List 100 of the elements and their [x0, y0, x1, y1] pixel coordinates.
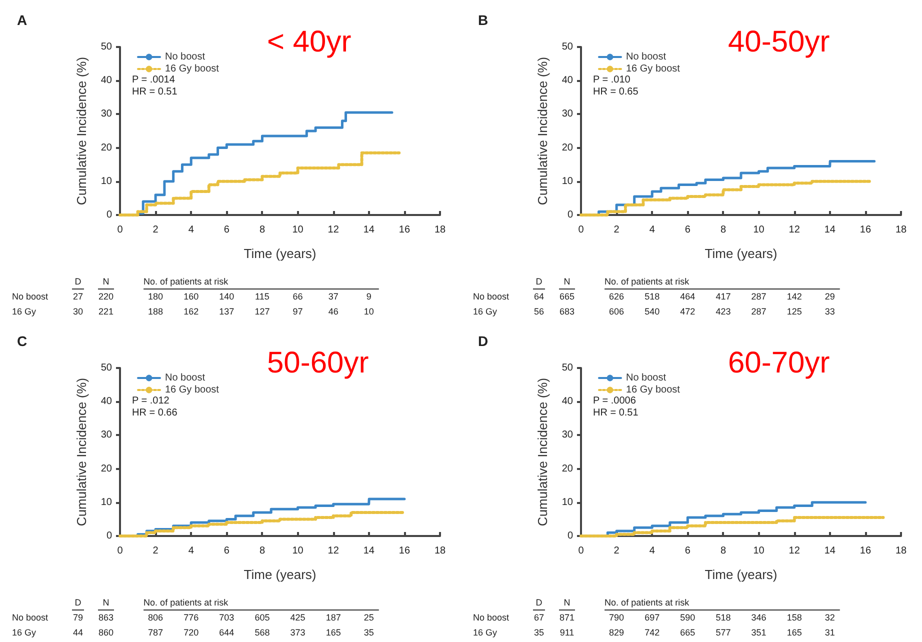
- text: 590: [680, 612, 696, 622]
- x-tick-label: 2: [152, 224, 159, 236]
- text: 863: [98, 612, 114, 622]
- text: 160: [184, 292, 199, 302]
- text: 720: [184, 628, 199, 638]
- text: 140: [219, 292, 234, 302]
- text: 37: [328, 292, 338, 302]
- text: No boost: [473, 292, 510, 302]
- chart-title: B: [478, 12, 488, 28]
- x-axis-title: Time (years): [244, 246, 316, 261]
- text: 605: [254, 612, 270, 622]
- text: 97: [292, 306, 303, 316]
- text: 35: [534, 628, 544, 638]
- x-tick-label: 18: [895, 546, 907, 556]
- text: 30: [72, 306, 84, 316]
- x-axis-title: Time (years): [704, 246, 778, 261]
- text: 346: [751, 612, 766, 622]
- x-tick-label: 0: [578, 546, 584, 556]
- x-axis-title: Time (years): [244, 567, 316, 582]
- chart-title: C: [17, 333, 28, 349]
- y-tick-label: 30: [100, 108, 112, 120]
- annotation: HR = 0.51: [593, 408, 639, 418]
- text: N: [102, 276, 110, 286]
- x-tick-label: 18: [434, 546, 446, 556]
- x-tick-label: 4: [188, 546, 194, 556]
- text: 790: [609, 612, 624, 622]
- annotation: P = .010: [593, 74, 631, 86]
- x-tick-label: 16: [860, 224, 872, 236]
- chart-subtitle: 50-60yr: [267, 346, 369, 380]
- x-tick-label: 10: [753, 546, 765, 556]
- x-tick-label: 12: [328, 224, 340, 236]
- y-tick-label: 50: [100, 42, 112, 52]
- x-tick-label: 2: [614, 224, 620, 236]
- text: 220: [98, 292, 114, 302]
- text: 162: [184, 306, 199, 316]
- text: 665: [680, 628, 696, 638]
- text: 423: [716, 306, 731, 316]
- legend-label: 16 Gy boost: [165, 384, 220, 396]
- text: 16 Gy: [473, 628, 498, 638]
- y-tick-label: 40: [562, 396, 574, 408]
- text: No. of patients at risk: [144, 598, 229, 608]
- text: 626: [609, 292, 624, 302]
- text: 703: [219, 612, 234, 622]
- text: 158: [786, 612, 802, 622]
- x-tick-label: 8: [259, 546, 266, 556]
- text: 287: [751, 306, 766, 316]
- x-tick-label: 14: [824, 224, 836, 236]
- x-tick-label: 0: [117, 546, 124, 556]
- x-tick-label: 6: [684, 546, 691, 556]
- text: 665: [559, 292, 575, 302]
- text: 46: [328, 306, 338, 316]
- text: 165: [786, 628, 802, 638]
- x-tick-label: 8: [720, 224, 726, 236]
- x-tick-label: 12: [788, 224, 800, 236]
- y-tick-label: 30: [100, 430, 112, 441]
- text: 10: [364, 306, 374, 316]
- annotation: P = .0014: [132, 74, 176, 86]
- text: 142: [786, 292, 802, 302]
- x-tick-label: 10: [292, 546, 304, 556]
- x-tick-label: 6: [224, 224, 230, 236]
- y-axis-title: Cumulative Incidence (%): [535, 56, 550, 206]
- text: 860: [98, 628, 114, 638]
- text: 16 Gy: [12, 628, 37, 638]
- text: 16 Gy: [12, 306, 37, 316]
- text: N: [102, 598, 110, 608]
- text: 67: [534, 612, 544, 622]
- chart-subtitle: 60-70yr: [728, 346, 830, 380]
- x-tick-label: 6: [684, 224, 691, 236]
- x-tick-label: 12: [788, 546, 800, 556]
- x-tick-label: 2: [152, 546, 159, 556]
- text: 644: [219, 628, 234, 638]
- y-tick-label: 50: [100, 362, 112, 374]
- legend-label: No boost: [626, 372, 666, 384]
- text: 373: [290, 628, 306, 638]
- annotation: HR = 0.66: [132, 408, 178, 418]
- text: 35: [364, 628, 374, 638]
- x-tick-label: 10: [292, 224, 304, 236]
- text: No boost: [473, 612, 510, 622]
- text: 64: [534, 292, 544, 302]
- text: 683: [559, 306, 575, 316]
- y-tick-label: 0: [567, 530, 574, 542]
- x-tick-label: 10: [753, 224, 765, 236]
- text: No. of patients at risk: [144, 276, 229, 286]
- y-tick-label: 0: [106, 210, 112, 220]
- text: 66: [292, 292, 303, 302]
- text: 32: [824, 612, 835, 622]
- text: No boost: [12, 292, 49, 302]
- text: 287: [751, 292, 766, 302]
- x-tick-label: 2: [614, 546, 620, 556]
- text: 697: [644, 612, 660, 622]
- x-tick-label: 14: [363, 224, 375, 236]
- text: No. of patients at risk: [604, 598, 690, 608]
- legend-label: 16 Gy boost: [626, 384, 680, 396]
- text: 137: [219, 306, 234, 316]
- text: N: [564, 276, 570, 286]
- text: 577: [716, 628, 731, 638]
- text: 25: [364, 612, 374, 622]
- text: 115: [255, 292, 270, 302]
- text: 742: [644, 628, 660, 638]
- text: D: [536, 598, 543, 608]
